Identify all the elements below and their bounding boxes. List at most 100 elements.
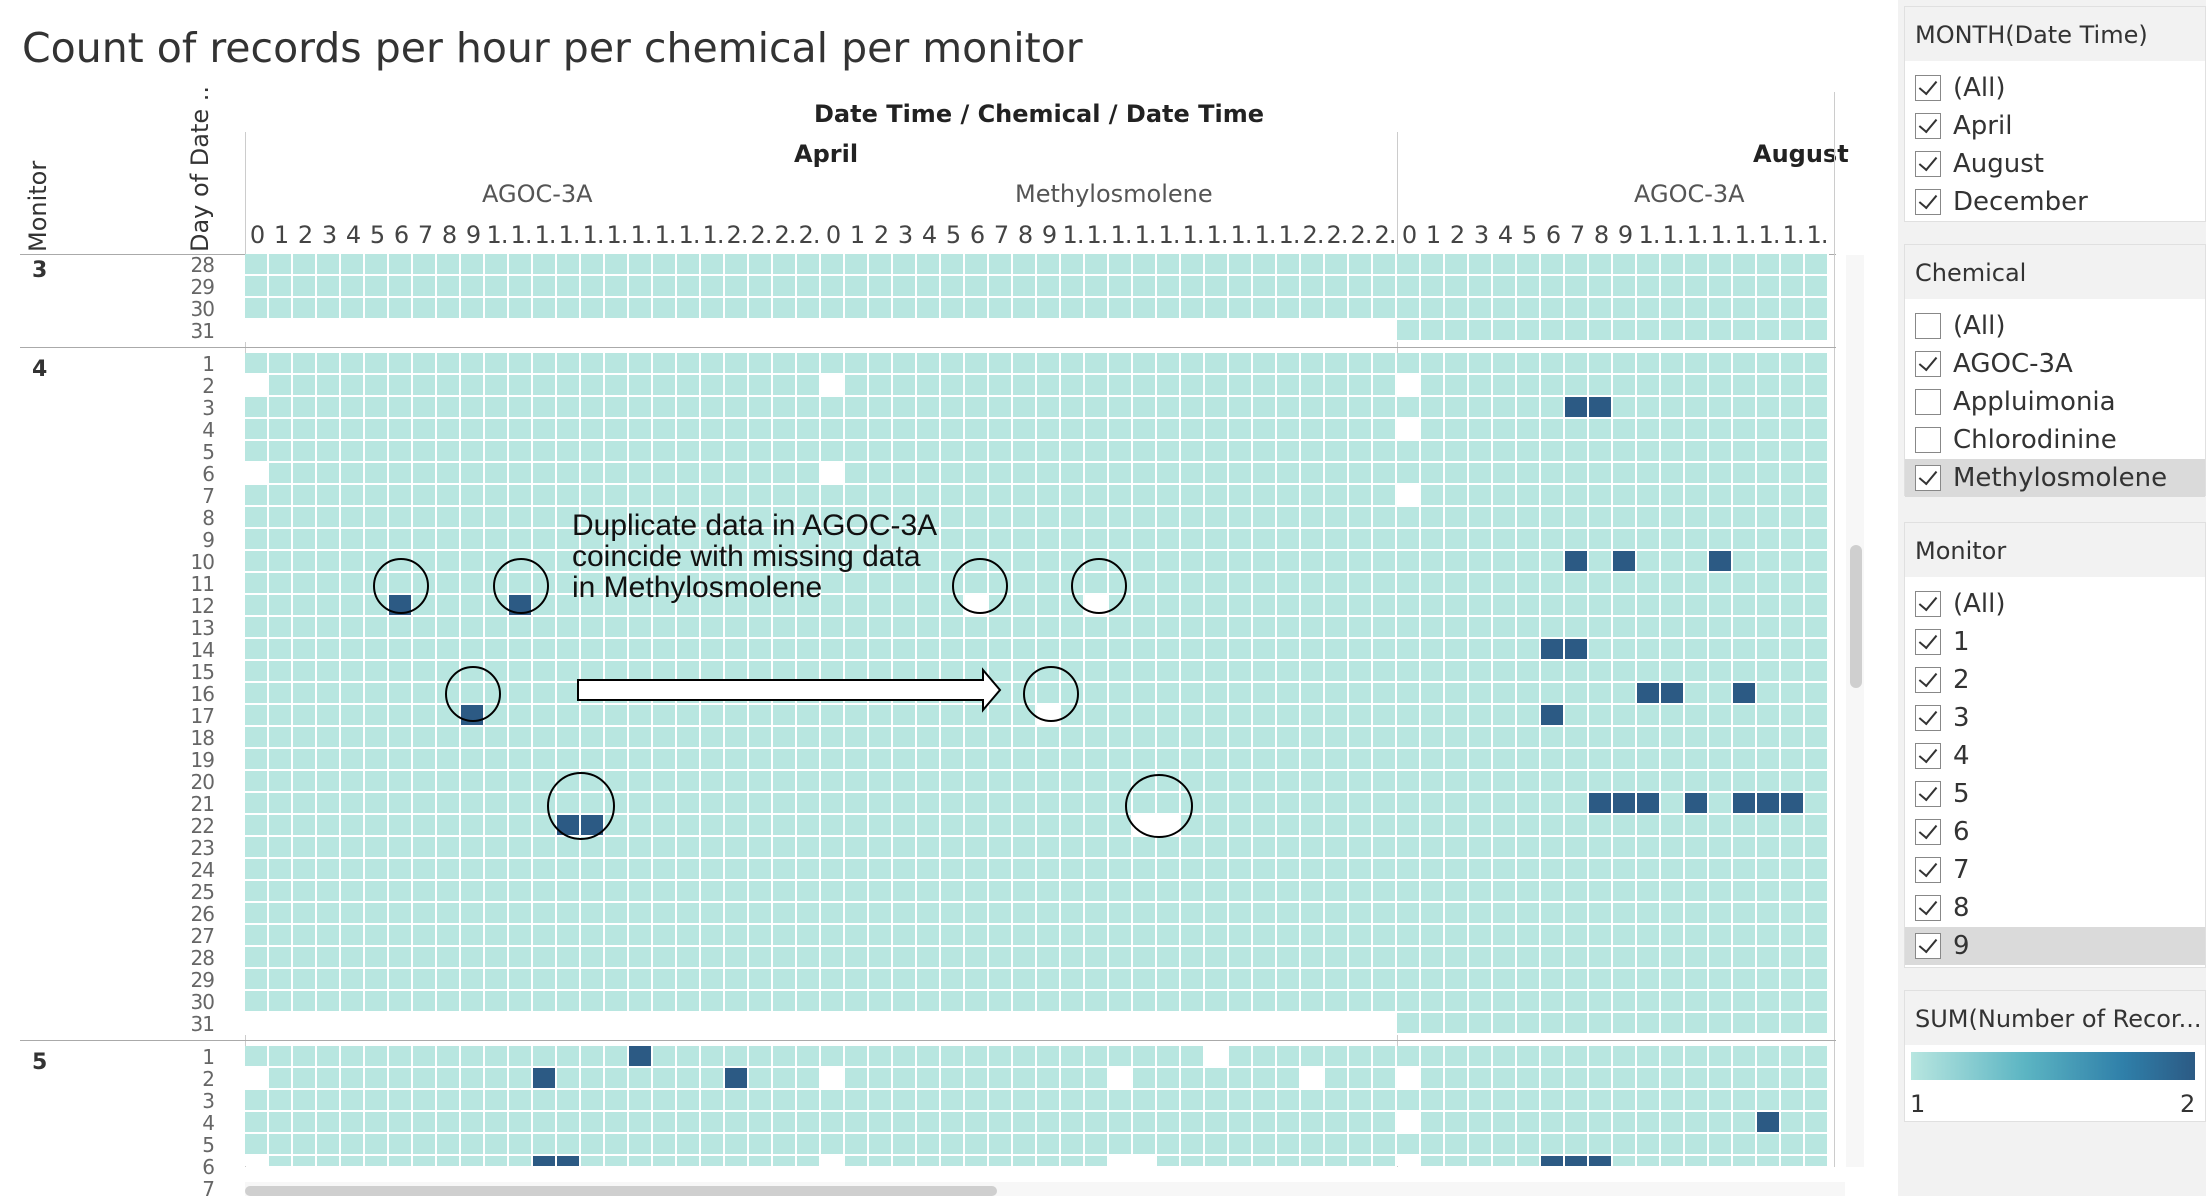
heatmap-cell[interactable] bbox=[581, 276, 605, 298]
heatmap-cell[interactable] bbox=[389, 397, 413, 419]
monitor-filter-item[interactable]: (All) bbox=[1905, 585, 2205, 623]
checkbox-checked-icon[interactable] bbox=[1915, 667, 1941, 693]
heatmap-cell[interactable] bbox=[629, 276, 653, 298]
heatmap-cell[interactable] bbox=[485, 320, 509, 342]
heatmap-cell[interactable] bbox=[269, 441, 293, 463]
heatmap-cell[interactable] bbox=[533, 419, 557, 441]
heatmap-cell[interactable] bbox=[461, 375, 485, 397]
heatmap-cell[interactable] bbox=[653, 375, 677, 397]
chemical-filter-item[interactable]: Appluimonia bbox=[1905, 383, 2205, 421]
heatmap-cell[interactable] bbox=[557, 298, 581, 320]
checkbox-checked-icon[interactable] bbox=[1915, 705, 1941, 731]
heatmap-cell[interactable] bbox=[245, 320, 269, 342]
heatmap-cell[interactable] bbox=[437, 441, 461, 463]
heatmap-cell[interactable] bbox=[293, 254, 317, 276]
chemical-filter-item[interactable]: (All) bbox=[1905, 307, 2205, 345]
heatmap-cell[interactable] bbox=[629, 353, 653, 375]
heatmap-cell[interactable] bbox=[533, 254, 557, 276]
heatmap-cell[interactable] bbox=[773, 320, 797, 342]
heatmap-cell[interactable] bbox=[413, 298, 437, 320]
heatmap-cell[interactable] bbox=[533, 397, 557, 419]
heatmap-cell[interactable] bbox=[413, 254, 437, 276]
heatmap-cell[interactable] bbox=[317, 353, 341, 375]
heatmap-cell[interactable] bbox=[557, 441, 581, 463]
heatmap-cell[interactable] bbox=[677, 353, 701, 375]
monitor-filter-item[interactable]: 5 bbox=[1905, 775, 2205, 813]
heatmap-cell[interactable] bbox=[293, 353, 317, 375]
heatmap-cell[interactable] bbox=[413, 397, 437, 419]
month-filter-item[interactable]: August bbox=[1905, 145, 2205, 183]
heatmap-cell[interactable] bbox=[365, 320, 389, 342]
heatmap-cell[interactable] bbox=[533, 375, 557, 397]
heatmap-cell[interactable] bbox=[365, 397, 389, 419]
heatmap-cell[interactable] bbox=[629, 254, 653, 276]
heatmap-cell[interactable] bbox=[245, 441, 269, 463]
heatmap-cell[interactable] bbox=[749, 276, 773, 298]
heatmap-cell[interactable] bbox=[773, 276, 797, 298]
heatmap-cell[interactable] bbox=[605, 254, 629, 276]
chemical-filter-item[interactable]: Chlorodinine bbox=[1905, 421, 2205, 459]
heatmap-cell[interactable] bbox=[437, 298, 461, 320]
heatmap-cell[interactable] bbox=[317, 397, 341, 419]
heatmap-cell[interactable] bbox=[509, 375, 533, 397]
heatmap-cell[interactable] bbox=[485, 397, 509, 419]
monitor-filter-item[interactable]: 2 bbox=[1905, 661, 2205, 699]
heatmap-cell[interactable] bbox=[725, 353, 749, 375]
heatmap-cell[interactable] bbox=[653, 419, 677, 441]
heatmap-cell[interactable] bbox=[701, 276, 725, 298]
heatmap-cell[interactable] bbox=[581, 298, 605, 320]
checkbox-unchecked-icon[interactable] bbox=[1915, 427, 1941, 453]
heatmap-cell[interactable] bbox=[581, 375, 605, 397]
heatmap-cell[interactable] bbox=[341, 441, 365, 463]
heatmap-cell[interactable] bbox=[773, 353, 797, 375]
horizontal-scrollbar-thumb[interactable] bbox=[245, 1186, 997, 1196]
heatmap-cell[interactable] bbox=[509, 397, 533, 419]
heatmap-cell[interactable] bbox=[773, 254, 797, 276]
heatmap-cell[interactable] bbox=[557, 254, 581, 276]
heatmap-cell[interactable] bbox=[605, 353, 629, 375]
checkbox-checked-icon[interactable] bbox=[1915, 75, 1941, 101]
heatmap-cell[interactable] bbox=[269, 353, 293, 375]
checkbox-checked-icon[interactable] bbox=[1915, 743, 1941, 769]
heatmap-cell[interactable] bbox=[269, 397, 293, 419]
heatmap-cell[interactable] bbox=[725, 254, 749, 276]
heatmap-cell[interactable] bbox=[701, 397, 725, 419]
heatmap-cell[interactable] bbox=[317, 276, 341, 298]
heatmap-cell[interactable] bbox=[629, 320, 653, 342]
monitor-filter-item[interactable]: 4 bbox=[1905, 737, 2205, 775]
heatmap-cell[interactable] bbox=[365, 254, 389, 276]
heatmap-cell[interactable] bbox=[317, 441, 341, 463]
heatmap-cell[interactable] bbox=[773, 298, 797, 320]
heatmap-cell[interactable] bbox=[701, 298, 725, 320]
heatmap-cell[interactable] bbox=[557, 419, 581, 441]
heatmap-cell[interactable] bbox=[389, 298, 413, 320]
heatmap-cell[interactable] bbox=[293, 298, 317, 320]
heatmap-cell[interactable] bbox=[269, 298, 293, 320]
monitor-filter-item[interactable]: 6 bbox=[1905, 813, 2205, 851]
checkbox-unchecked-icon[interactable] bbox=[1915, 389, 1941, 415]
heatmap-cell[interactable] bbox=[581, 353, 605, 375]
heatmap-cell[interactable] bbox=[365, 375, 389, 397]
heatmap-cell[interactable] bbox=[605, 419, 629, 441]
heatmap-cell[interactable] bbox=[581, 254, 605, 276]
heatmap-cell[interactable] bbox=[413, 441, 437, 463]
heatmap-cell[interactable] bbox=[725, 298, 749, 320]
heatmap-cell[interactable] bbox=[461, 298, 485, 320]
heatmap-cell[interactable] bbox=[557, 320, 581, 342]
chemical-filter-item[interactable]: Methylosmolene bbox=[1905, 459, 2205, 497]
heatmap-cell[interactable] bbox=[365, 276, 389, 298]
heatmap-cell[interactable] bbox=[701, 375, 725, 397]
heatmap-cell[interactable] bbox=[797, 419, 821, 441]
heatmap-cell[interactable] bbox=[533, 276, 557, 298]
heatmap-cell[interactable] bbox=[341, 320, 365, 342]
heatmap-cell[interactable] bbox=[485, 375, 509, 397]
heatmap-cell[interactable] bbox=[629, 375, 653, 397]
heatmap-cell[interactable] bbox=[341, 298, 365, 320]
heatmap-cell[interactable] bbox=[389, 441, 413, 463]
monitor-filter-item[interactable]: 8 bbox=[1905, 889, 2205, 927]
heatmap-cell[interactable] bbox=[437, 320, 461, 342]
vertical-scrollbar-thumb[interactable] bbox=[1850, 545, 1862, 688]
heatmap-cell[interactable] bbox=[557, 353, 581, 375]
heatmap-cell[interactable] bbox=[269, 320, 293, 342]
heatmap-cell[interactable] bbox=[509, 320, 533, 342]
